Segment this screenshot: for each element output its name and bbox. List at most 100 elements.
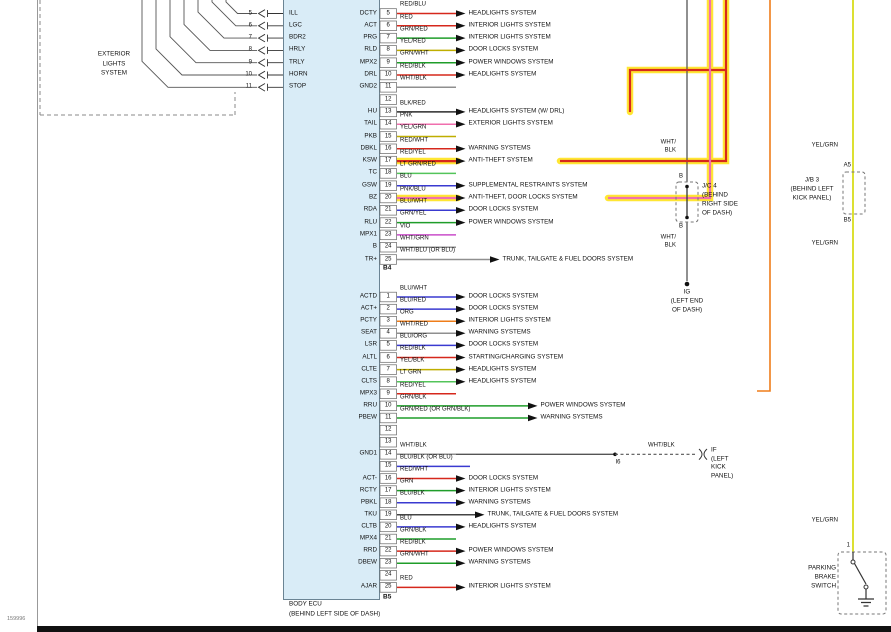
wire-arrow <box>456 559 466 567</box>
pin-box <box>379 205 397 216</box>
wire-color-label: YEL/GRN <box>811 240 838 247</box>
wire-color-label: YEL/RED <box>400 38 426 45</box>
destination-system: WARNING SYSTEMS <box>468 328 531 336</box>
pin-number: 7 <box>386 34 390 41</box>
connector-pin-symbol <box>257 46 283 55</box>
ecu-pin-label: MPX3 <box>359 389 377 397</box>
ecu-pin-label: RRU <box>363 401 377 409</box>
wire-color-label: RED/YEL <box>400 382 426 389</box>
pin-number: 10 <box>384 71 392 78</box>
pin-box <box>379 424 397 436</box>
wire-color-label: YEL/BLK <box>400 358 425 364</box>
pin-box <box>379 229 397 241</box>
destination-system: DOOR LOCKS SYSTEM <box>468 304 539 312</box>
wire-color-label: RED <box>400 14 413 21</box>
pin-box <box>379 94 397 105</box>
ecu-pin-label: RCTY <box>359 486 377 494</box>
switch-blade <box>853 563 867 585</box>
destination-system: INTERIOR LIGHTS SYSTEM <box>468 582 551 590</box>
ecu-pin-label: PBKL <box>360 498 377 506</box>
pin-box <box>379 57 397 68</box>
wire-arrow <box>456 523 466 531</box>
wire-arrow <box>456 317 466 325</box>
pin-number: 16 <box>384 475 392 482</box>
harness-wire <box>197 0 257 39</box>
external-pin-number: 11 <box>245 84 252 90</box>
pin-box <box>379 485 397 496</box>
pin-number: 14 <box>384 451 392 457</box>
pin-box <box>379 545 397 557</box>
destination-system: WARNING SYSTEMS <box>468 144 531 152</box>
wire-color-label: RED/BLK <box>400 63 426 70</box>
ecu-pin-label: ALTL <box>362 353 377 361</box>
pin-number: 6 <box>386 22 390 29</box>
destination-system: DOOR LOCKS SYSTEM <box>468 45 539 53</box>
ground-label: OF DASH) <box>671 306 703 314</box>
ecu-pin-label: KSW <box>362 156 377 164</box>
switch-pin-label: 1 <box>846 542 850 549</box>
external-pin-number: 5 <box>248 10 252 17</box>
wire-color-label: YEL/GRN <box>400 124 427 131</box>
pin-number: 19 <box>384 182 392 189</box>
pin-number: 21 <box>384 207 392 213</box>
exterior-lights-label: EXTERIOR <box>97 50 131 58</box>
wire-color-label: BLU/ORG <box>400 333 428 340</box>
pin-box <box>379 533 397 545</box>
pin-number: 12 <box>384 426 392 433</box>
wire-color-label: RED/WHT <box>400 137 428 144</box>
pin-box <box>379 376 397 387</box>
ground-symbol <box>858 589 874 607</box>
ecu-pin-label: DRL <box>364 70 377 78</box>
wire-color-label: GRN/BLK <box>400 394 427 401</box>
destination-system: WARNING SYSTEMS <box>468 558 531 566</box>
wire-color-label: VIO <box>400 223 411 230</box>
connector-pin-symbol <box>257 9 283 18</box>
pin-box <box>379 437 397 448</box>
parking-brake-switch-label: PARKING <box>808 564 836 572</box>
external-pin-number: 8 <box>248 47 252 54</box>
wire-color-label: WHT/ <box>660 234 676 241</box>
ecu-pin-label: MPX2 <box>359 58 377 66</box>
wire-color-label: RED <box>400 575 413 582</box>
ecu-pin-label: CLTB <box>361 522 377 530</box>
switch-contact <box>863 584 869 590</box>
pin-number: 4 <box>386 330 390 336</box>
harness-wire <box>141 0 257 88</box>
wire-arrow <box>528 414 538 422</box>
wire-arrow <box>475 511 485 519</box>
pin-number: 3 <box>386 317 390 324</box>
wire-color-label: WHT/ <box>660 139 676 146</box>
connector-location-label: (LEFT <box>711 455 729 463</box>
destination-system: INTERIOR LIGHTS SYSTEM <box>468 21 551 29</box>
ecu-pin-label: TKU <box>364 510 377 518</box>
jc4-box <box>675 181 699 223</box>
wire-arrow <box>456 475 466 482</box>
inline-connector-symbol <box>698 448 708 460</box>
pin-number: 20 <box>384 523 392 530</box>
pin-number: 21 <box>384 535 392 542</box>
pin-number: 24 <box>384 572 392 578</box>
ecu-pin-label: SEAT <box>361 328 377 336</box>
ecu-pin-label: DCTY <box>359 9 377 17</box>
wire-color-label: PNK/BLU <box>400 186 426 193</box>
wire-color-label: RED/BLK <box>400 539 426 546</box>
destination-system: DOOR LOCKS SYSTEM <box>468 292 539 300</box>
ecu-location: (BEHIND LEFT SIDE OF DASH) <box>289 610 381 618</box>
wire-color-label: BLK <box>664 147 676 154</box>
connector-pin-symbol <box>257 83 283 92</box>
pin-number: 24 <box>384 243 392 250</box>
destination-system: DOOR LOCKS SYSTEM <box>468 205 539 213</box>
pin-box <box>379 461 397 472</box>
ecu-left-pin-label: HRLY <box>289 45 306 53</box>
destination-system: POWER WINDOWS SYSTEM <box>468 218 554 226</box>
destination-system: INTERIOR LIGHTS SYSTEM <box>468 316 551 324</box>
wire-arrow <box>456 207 466 214</box>
wire-arrow <box>456 182 466 189</box>
wire-arrow <box>456 157 466 165</box>
external-pin-number: 10 <box>245 71 252 78</box>
pin-number: 8 <box>386 378 390 385</box>
page-code: 159996 <box>7 615 26 622</box>
external-pin-number: 6 <box>248 22 252 29</box>
wire-arrow <box>456 584 466 591</box>
